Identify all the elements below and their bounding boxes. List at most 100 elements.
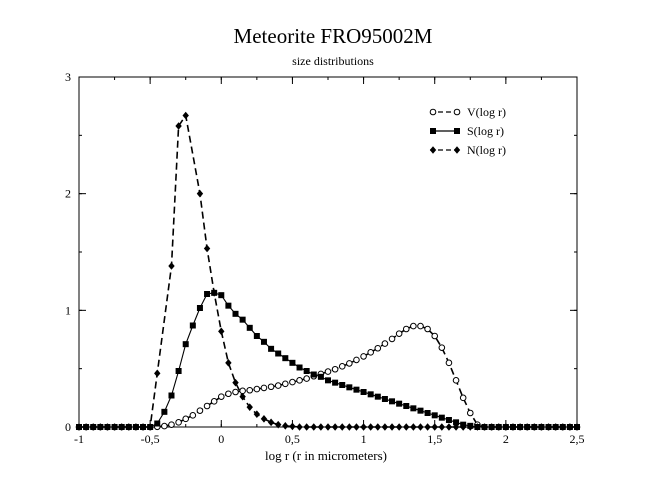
data-point [196, 305, 203, 311]
data-point [445, 423, 453, 431]
data-point [225, 302, 232, 309]
data-point [296, 423, 303, 431]
data-point [289, 359, 296, 366]
data-point [232, 378, 239, 387]
data-point [154, 369, 161, 378]
data-point [381, 423, 389, 431]
data-point [438, 344, 446, 351]
data-point [360, 353, 367, 360]
y-tick-label: 2 [65, 187, 71, 201]
data-point [168, 392, 175, 399]
data-point [225, 359, 232, 367]
x-tick-label: 1 [361, 432, 367, 446]
data-point [559, 423, 566, 431]
y-tick-label: 0 [65, 420, 71, 434]
x-tick-label: -0,5 [141, 432, 160, 446]
data-point [353, 386, 360, 393]
legend-marker [429, 146, 437, 154]
data-point [253, 410, 261, 418]
data-point [431, 332, 439, 340]
data-point [516, 423, 524, 431]
data-point [253, 385, 261, 393]
data-point [346, 384, 353, 391]
legend-label: V(log r) [467, 105, 506, 119]
data-point [225, 390, 232, 398]
data-point [296, 377, 303, 384]
data-point [125, 423, 132, 431]
data-point [239, 316, 246, 323]
legend-entry: N(log r) [429, 143, 506, 157]
x-axis-label: log r (r in micrometers) [265, 448, 387, 463]
legend: V(log r) S(log r) N(log r) [429, 105, 506, 157]
data-point [210, 289, 218, 297]
data-point [246, 324, 253, 331]
data-point [410, 405, 417, 412]
data-point [246, 403, 253, 411]
data-point [282, 380, 289, 388]
data-point [267, 418, 275, 427]
data-point [282, 422, 289, 430]
data-point [218, 327, 225, 336]
data-point [367, 391, 374, 398]
data-point [545, 423, 552, 431]
x-tick-label: 0,5 [285, 432, 300, 446]
data-point [75, 423, 83, 431]
data-point [310, 371, 317, 378]
data-point [452, 423, 460, 431]
data-point [182, 111, 189, 120]
data-point [310, 423, 317, 431]
data-point [396, 400, 403, 407]
data-point [203, 402, 211, 410]
data-point [360, 423, 367, 431]
data-point [325, 377, 331, 384]
data-point [260, 384, 268, 392]
chart-title: Meteorite FRO95002M [234, 24, 433, 48]
legend-label: N(log r) [467, 143, 506, 157]
series-2 [75, 111, 581, 431]
data-point [161, 422, 168, 430]
data-point [552, 423, 559, 431]
series-line [79, 325, 577, 428]
data-point [303, 423, 310, 431]
x-tick-label: 2,5 [570, 432, 585, 446]
data-point [239, 392, 246, 401]
data-point [246, 386, 254, 394]
data-point [438, 423, 446, 431]
data-point [260, 338, 267, 345]
data-point [118, 423, 125, 431]
data-point [175, 368, 182, 374]
data-point [210, 398, 218, 405]
data-point [417, 322, 424, 330]
legend-marker [453, 108, 461, 116]
data-point [274, 382, 282, 389]
data-point [146, 423, 154, 431]
data-point [104, 423, 111, 431]
data-point [232, 388, 239, 396]
data-point [459, 394, 467, 402]
data-point [303, 375, 310, 382]
data-point [566, 423, 574, 431]
data-point [488, 423, 495, 431]
data-point [324, 423, 332, 431]
data-point [459, 423, 467, 431]
data-point [282, 355, 289, 362]
data-point [410, 423, 417, 431]
x-tick-label: 2 [503, 432, 509, 446]
chart-subtitle: size distributions [292, 54, 374, 68]
data-point [445, 417, 452, 423]
data-point [296, 364, 303, 371]
data-point [388, 335, 396, 343]
data-point [453, 419, 460, 426]
data-point [268, 345, 275, 352]
x-tick-label: 1,5 [427, 432, 442, 446]
data-point [339, 382, 346, 388]
data-point [388, 423, 396, 431]
legend-label: S(log r) [467, 124, 504, 138]
data-point [132, 423, 140, 431]
data-point [260, 415, 268, 423]
data-point [424, 325, 431, 333]
data-point [524, 423, 531, 431]
data-point [175, 122, 182, 130]
data-point [217, 393, 225, 400]
